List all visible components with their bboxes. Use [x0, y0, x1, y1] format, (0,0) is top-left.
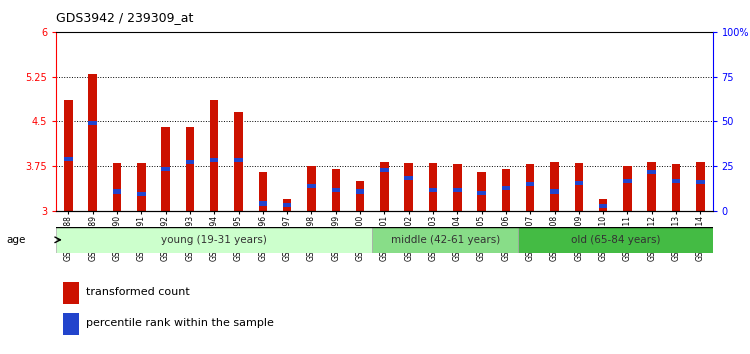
- Bar: [672, 164, 680, 211]
- Bar: [259, 201, 267, 206]
- Bar: [550, 162, 559, 211]
- Bar: [672, 179, 680, 183]
- Bar: [502, 169, 510, 211]
- Bar: [372, 227, 518, 253]
- Text: middle (42-61 years): middle (42-61 years): [391, 235, 500, 245]
- Text: old (65-84 years): old (65-84 years): [571, 235, 660, 245]
- Bar: [502, 186, 510, 190]
- Bar: [112, 189, 122, 194]
- Bar: [332, 188, 340, 192]
- Bar: [64, 157, 73, 161]
- Bar: [308, 166, 316, 211]
- Bar: [696, 162, 704, 211]
- Bar: [137, 163, 146, 211]
- Text: young (19-31 years): young (19-31 years): [161, 235, 267, 245]
- Bar: [598, 204, 608, 208]
- Text: percentile rank within the sample: percentile rank within the sample: [86, 318, 274, 328]
- Bar: [429, 163, 437, 211]
- Text: GDS3942 / 239309_at: GDS3942 / 239309_at: [56, 11, 194, 24]
- Bar: [526, 164, 535, 211]
- Bar: [161, 127, 170, 211]
- Bar: [404, 176, 413, 180]
- Text: age: age: [6, 235, 26, 245]
- Bar: [210, 158, 218, 162]
- Bar: [259, 172, 267, 211]
- Bar: [429, 188, 437, 192]
- Bar: [283, 199, 292, 211]
- Bar: [647, 170, 656, 174]
- Bar: [477, 172, 486, 211]
- Bar: [453, 164, 461, 211]
- Bar: [598, 199, 608, 211]
- Bar: [88, 121, 97, 125]
- Bar: [380, 168, 388, 172]
- Bar: [112, 163, 122, 211]
- Bar: [283, 202, 292, 207]
- Bar: [186, 160, 194, 164]
- Bar: [161, 167, 170, 171]
- Bar: [356, 189, 364, 194]
- Bar: [56, 227, 372, 253]
- Text: transformed count: transformed count: [86, 287, 190, 297]
- Bar: [518, 227, 712, 253]
- Bar: [453, 188, 461, 192]
- Bar: [574, 181, 583, 185]
- Bar: [234, 112, 243, 211]
- Bar: [88, 74, 97, 211]
- Bar: [550, 189, 559, 194]
- Bar: [63, 313, 80, 335]
- Bar: [210, 101, 218, 211]
- Bar: [234, 158, 243, 162]
- Bar: [477, 191, 486, 195]
- Bar: [696, 180, 704, 184]
- Bar: [380, 162, 388, 211]
- Bar: [63, 282, 80, 304]
- Bar: [574, 163, 583, 211]
- Bar: [623, 179, 632, 183]
- Bar: [526, 182, 535, 186]
- Bar: [356, 181, 364, 211]
- Bar: [623, 166, 632, 211]
- Bar: [647, 162, 656, 211]
- Bar: [137, 192, 146, 196]
- Bar: [64, 101, 73, 211]
- Bar: [332, 169, 340, 211]
- Bar: [308, 183, 316, 188]
- Bar: [404, 163, 413, 211]
- Bar: [186, 127, 194, 211]
